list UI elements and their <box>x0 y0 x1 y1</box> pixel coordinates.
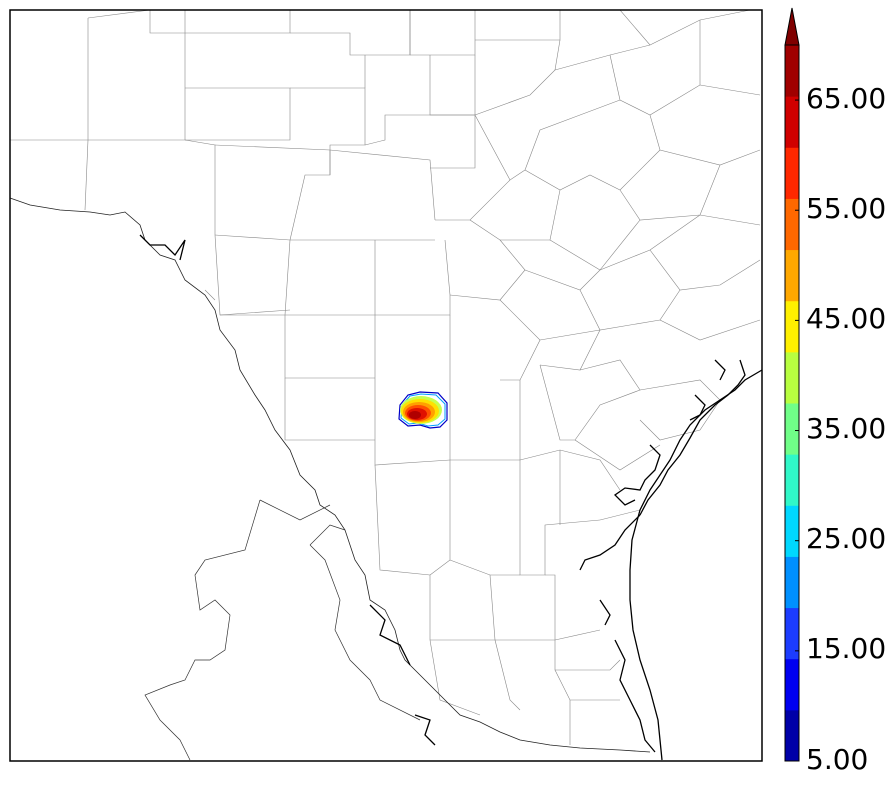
colorbar-label-5: 5.00 <box>806 743 869 776</box>
mexico-state-boundaries <box>144 499 421 761</box>
colorbar-segment <box>785 556 799 609</box>
reflectivity-cell <box>398 391 448 429</box>
colorbar-segment <box>785 300 799 353</box>
colorbar <box>784 7 800 762</box>
cell-contour-15 <box>400 393 446 427</box>
county-boundaries <box>10 9 761 745</box>
colorbar-outline <box>784 44 800 762</box>
colorbar-segment <box>785 454 799 506</box>
map-frame <box>9 9 763 762</box>
colorbar-segment <box>785 198 799 251</box>
colorbar-label-45: 45.00 <box>806 302 887 335</box>
colorbar-segment <box>785 403 799 455</box>
gulf-coastline <box>139 234 763 761</box>
colorbar-segment <box>785 96 799 148</box>
colorbar-segment <box>785 249 799 302</box>
cell-contour-65 <box>409 411 421 419</box>
colorbar-label-55: 55.00 <box>806 192 887 225</box>
colorbar-label-15: 15.00 <box>806 632 887 665</box>
colorbar-segment <box>785 505 799 557</box>
colorbar-label-35: 35.00 <box>806 412 887 445</box>
colorbar-extend-arrow <box>784 7 800 46</box>
colorbar-segment <box>785 709 799 762</box>
international-border-rio-grande <box>9 197 651 753</box>
colorbar-segment <box>785 45 799 97</box>
colorbar-segment <box>785 147 799 199</box>
colorbar-segment <box>785 607 799 660</box>
colorbar-label-25: 25.00 <box>806 522 887 555</box>
colorbar-segment <box>785 351 799 404</box>
map-panel <box>10 10 762 761</box>
colorbar-segment <box>785 658 799 711</box>
colorbar-label-65: 65.00 <box>806 82 887 115</box>
